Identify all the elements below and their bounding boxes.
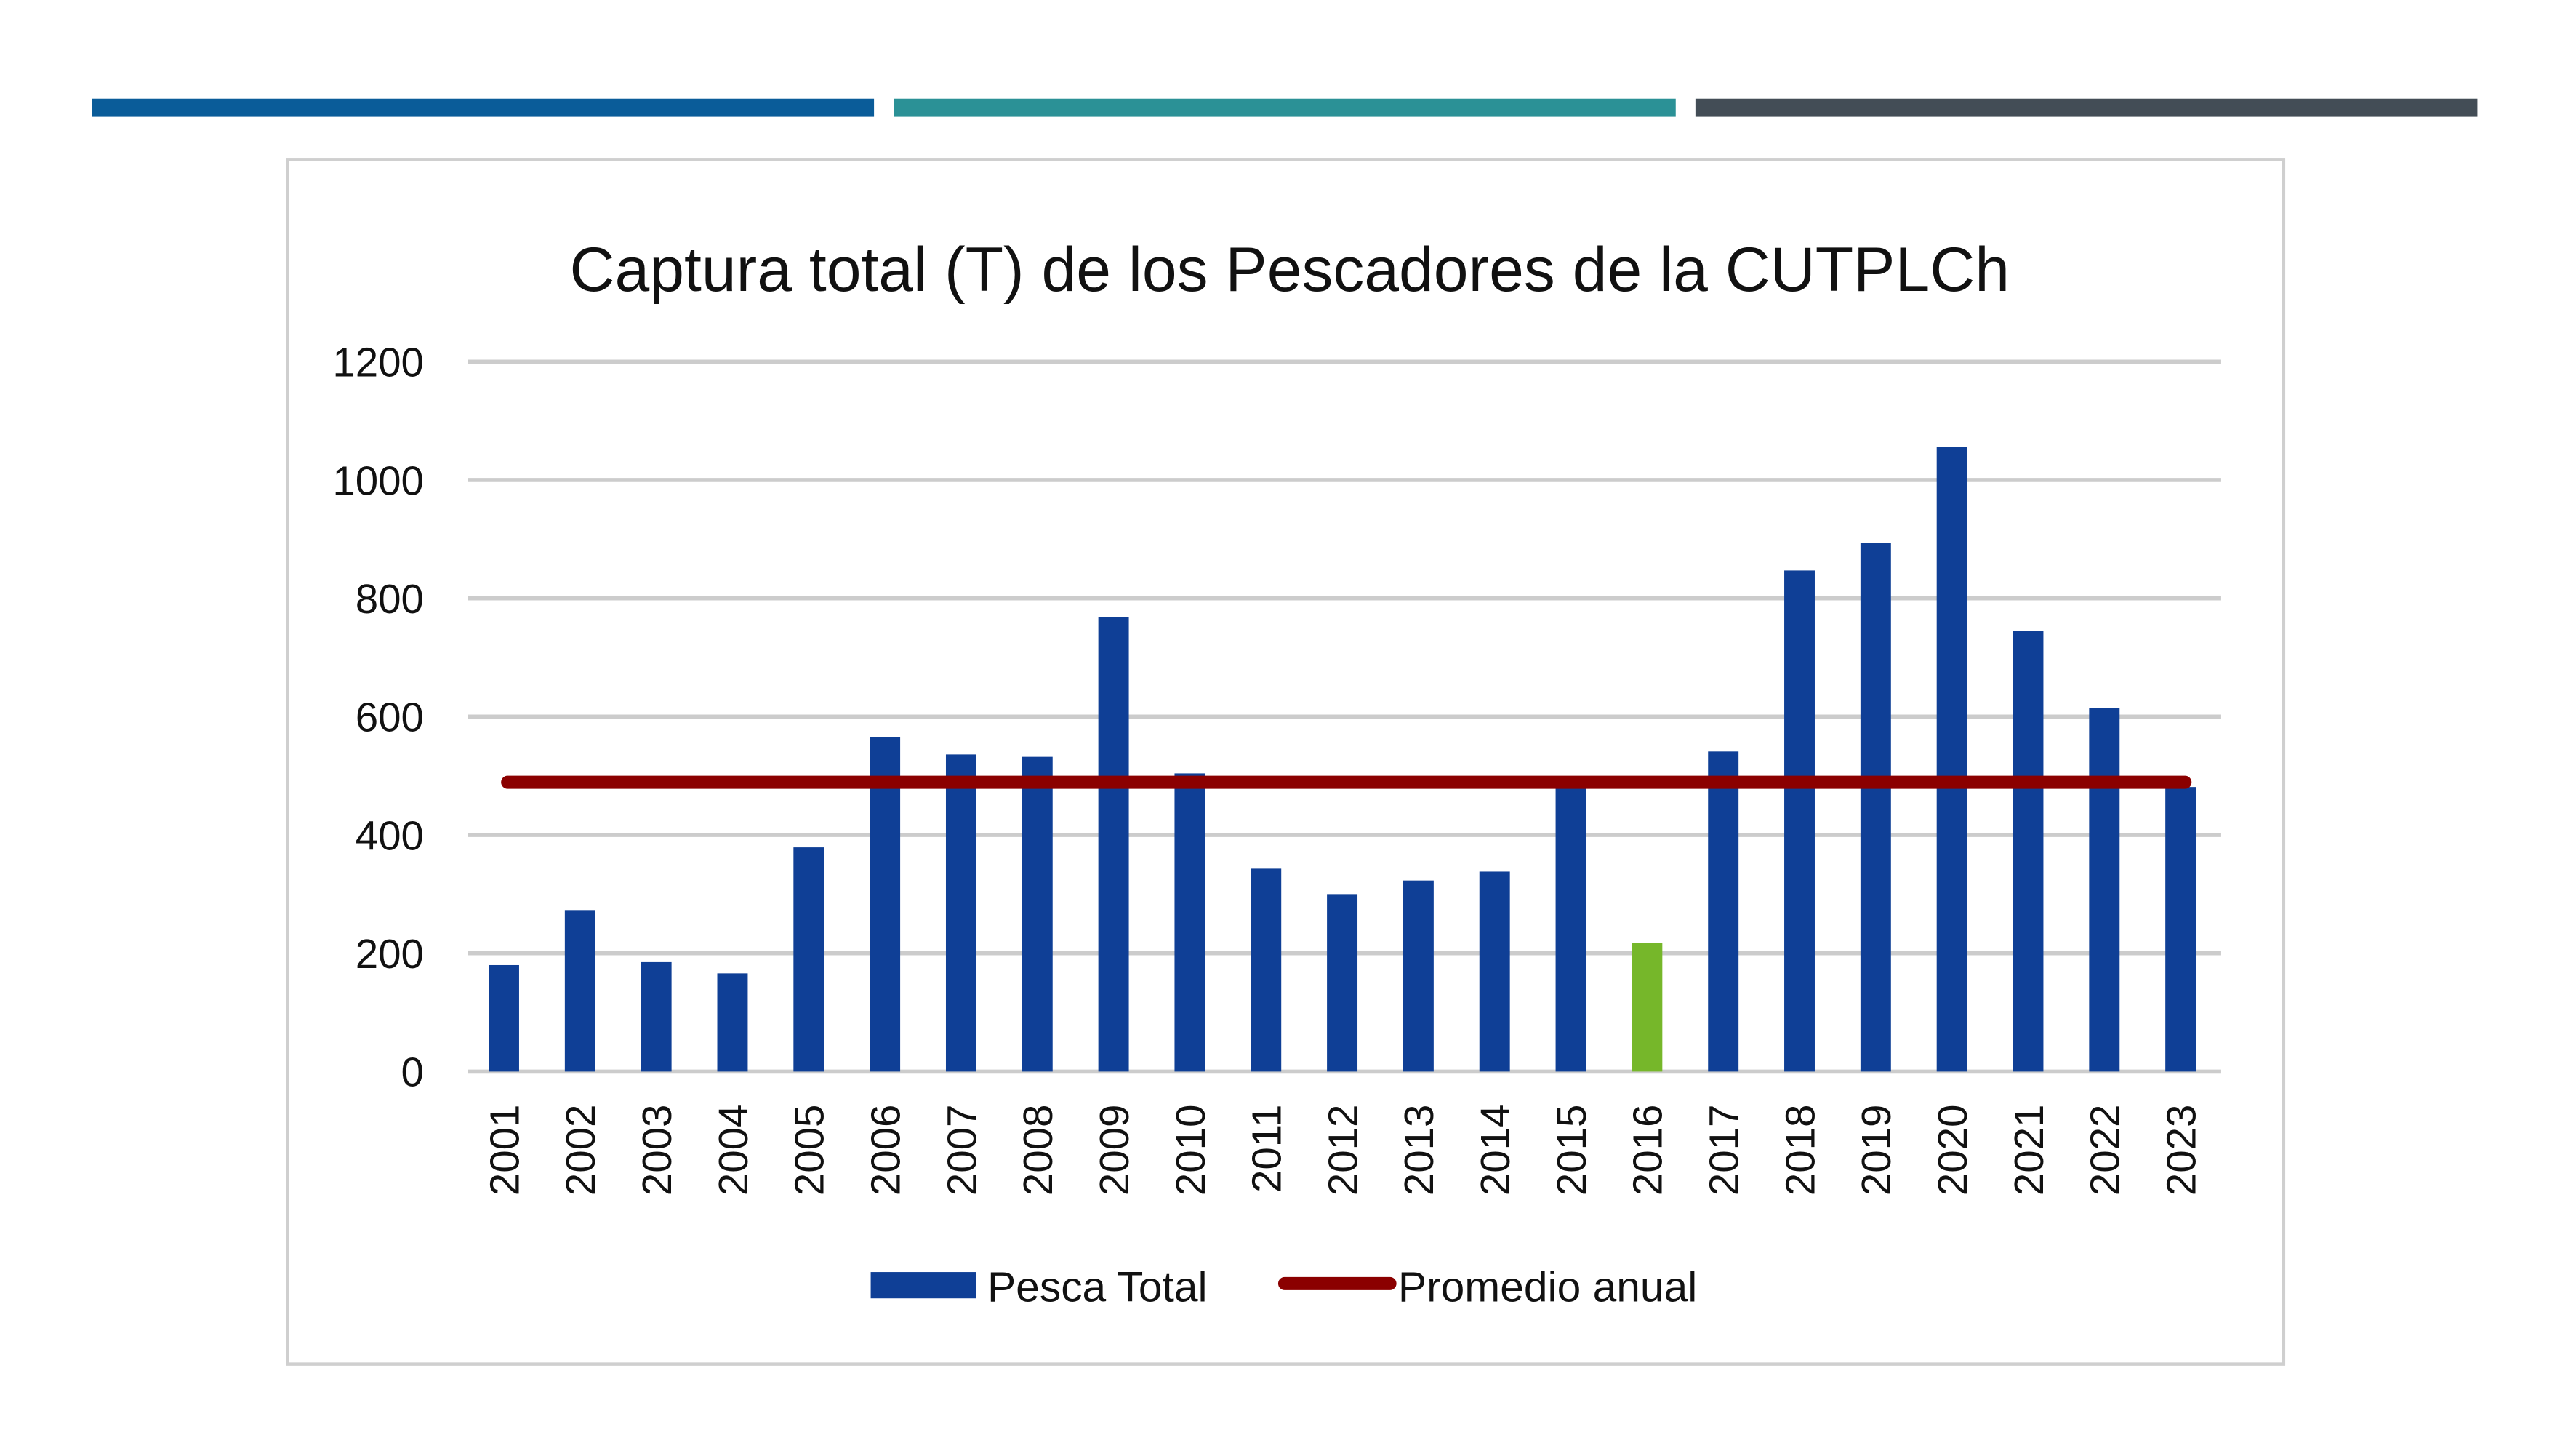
bar-2017 [1708, 751, 1739, 1072]
x-tick-label: 2018 [1777, 1105, 1823, 1196]
x-tick-label: 2020 [1930, 1105, 1975, 1196]
bar-2005 [793, 847, 824, 1072]
bar-2019 [1860, 543, 1891, 1072]
legend: Pesca Total Promedio anual [870, 1264, 1697, 1311]
x-tick-label: 2005 [787, 1105, 832, 1196]
x-tick-label: 2007 [939, 1105, 984, 1196]
y-tick-label: 1200 [332, 340, 424, 385]
x-tick-label: 2010 [1168, 1105, 1213, 1196]
x-tick-label: 2011 [1244, 1105, 1290, 1193]
gridlines [468, 359, 2221, 1074]
x-tick-label: 2023 [2158, 1105, 2204, 1196]
bar-2014 [1479, 871, 1510, 1072]
y-tick-label: 600 [356, 695, 424, 740]
bar-2012 [1327, 894, 1358, 1072]
x-tick-label: 2014 [1472, 1105, 1518, 1196]
x-tick-label: 2001 [481, 1105, 527, 1196]
y-tick-label: 400 [356, 812, 424, 858]
bar-2018 [1784, 570, 1815, 1072]
y-tick-label: 200 [356, 931, 424, 977]
header-bars [92, 98, 2478, 117]
legend-label-promedio: Promedio anual [1398, 1264, 1697, 1311]
bar-2011 [1251, 868, 1282, 1072]
x-tick-label: 2017 [1701, 1105, 1747, 1196]
bar-2013 [1403, 880, 1434, 1072]
y-tick-label: 0 [401, 1049, 424, 1095]
legend-swatch-pesca-total [870, 1272, 976, 1299]
chart-title: Captura total (T) de los Pescadores de l… [570, 235, 2010, 305]
y-tick-label: 1000 [332, 457, 424, 503]
x-tick-label: 2012 [1320, 1105, 1365, 1196]
x-tick-label: 2021 [2006, 1105, 2052, 1196]
header-bar [1695, 98, 2478, 117]
x-tick-label: 2008 [1015, 1105, 1061, 1196]
y-axis-ticks: 0 200 400 600 800 1000 1200 [332, 340, 424, 1095]
bar-2015 [1555, 786, 1586, 1072]
x-tick-label: 2009 [1091, 1105, 1137, 1196]
x-tick-label: 2006 [862, 1105, 908, 1196]
bar-2016 [1632, 943, 1663, 1072]
bar-2004 [717, 973, 748, 1072]
x-tick-label: 2019 [1853, 1105, 1899, 1196]
x-tick-label: 2022 [2082, 1105, 2128, 1196]
x-axis-ticks: 2001 2002 2003 2004 2005 2006 2007 2008 2009 2010… [481, 1105, 2204, 1196]
y-tick-label: 800 [356, 576, 424, 622]
x-tick-label: 2002 [558, 1105, 603, 1196]
bar-2010 [1174, 773, 1205, 1072]
x-tick-label: 2013 [1396, 1105, 1442, 1196]
header-bar [894, 98, 1676, 117]
bar-2022 [2089, 708, 2120, 1072]
header-bar [92, 98, 875, 117]
x-tick-label: 2003 [634, 1105, 680, 1196]
bar-2023 [2165, 787, 2196, 1072]
bar-2006 [870, 737, 901, 1072]
bar-2020 [1936, 447, 1967, 1072]
bar-2008 [1022, 756, 1053, 1072]
bar-2007 [945, 754, 976, 1072]
bar-2001 [489, 964, 519, 1072]
x-tick-label: 2015 [1549, 1105, 1594, 1196]
bars [489, 447, 2196, 1072]
x-tick-label: 2016 [1625, 1105, 1671, 1196]
bar-2002 [564, 910, 595, 1072]
bar-2003 [641, 961, 672, 1072]
legend-label-pesca-total: Pesca Total [987, 1264, 1208, 1311]
bar-2021 [2013, 631, 2044, 1072]
x-tick-label: 2004 [710, 1105, 756, 1196]
bar-2009 [1098, 617, 1129, 1072]
